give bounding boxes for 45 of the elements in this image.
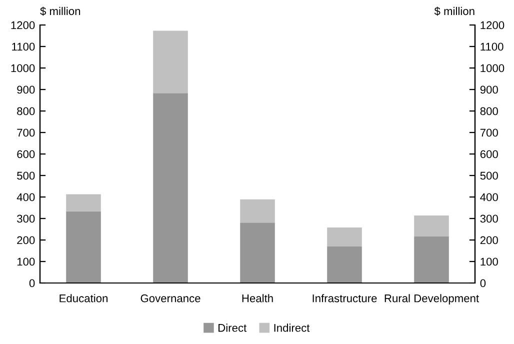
y-tick-label: 900: [17, 86, 35, 94]
bar: [327, 228, 362, 246]
y2-tick-label: 600: [480, 150, 498, 158]
y-tick-label: 400: [16, 193, 35, 202]
y-tick-label: 700: [17, 128, 35, 137]
y-tick-label: 200: [17, 236, 35, 244]
y-tick-label: 800: [17, 107, 35, 116]
x-tick-label: Education: [60, 294, 108, 302]
y-tick-label: 300: [17, 214, 35, 223]
y-tick-label: 1200: [11, 21, 35, 30]
y-tick-label: 0: [29, 279, 35, 288]
y2-axis-title: $ million: [434, 6, 474, 16]
y2-tick-label: 900: [480, 86, 498, 94]
bar: [414, 215, 449, 237]
y-axis-title: $ million: [40, 6, 80, 16]
y2-tick-label: 500: [480, 172, 498, 180]
y2-tick-label: 200: [480, 236, 498, 244]
y2-tick-label: 1100: [480, 42, 504, 51]
bar: [66, 211, 101, 283]
y-tick-label: 600: [17, 150, 35, 158]
bar: [66, 194, 101, 212]
bar: [414, 236, 449, 283]
y2-tick-label: 100: [480, 258, 498, 266]
bar: [240, 199, 275, 223]
y2-tick-label: 400: [480, 193, 498, 202]
y2-tick-label: 800: [480, 107, 498, 116]
legend-label: Indirect: [274, 324, 310, 332]
bar: [240, 222, 275, 283]
y-tick-label: 100: [17, 258, 35, 266]
x-tick-label: Infrastructure: [312, 294, 377, 302]
y2-tick-label: 1000: [480, 64, 504, 72]
y-tick-label: 1100: [12, 42, 35, 51]
y-tick-label: 1000: [11, 64, 35, 72]
y2-tick-label: 0: [480, 279, 486, 288]
bar: [327, 246, 362, 283]
bar: [153, 93, 188, 283]
legend-label: Direct: [218, 324, 247, 332]
x-tick-label: Rural Development: [384, 294, 479, 304]
y2-tick-label: 700: [480, 128, 498, 137]
x-tick-label: Health: [242, 294, 273, 302]
bar: [153, 30, 188, 94]
x-tick-label: Governance: [140, 294, 200, 302]
y2-tick-label: 300: [480, 214, 498, 223]
y2-tick-label: 1200: [480, 21, 504, 30]
y-tick-label: 500: [17, 172, 35, 180]
